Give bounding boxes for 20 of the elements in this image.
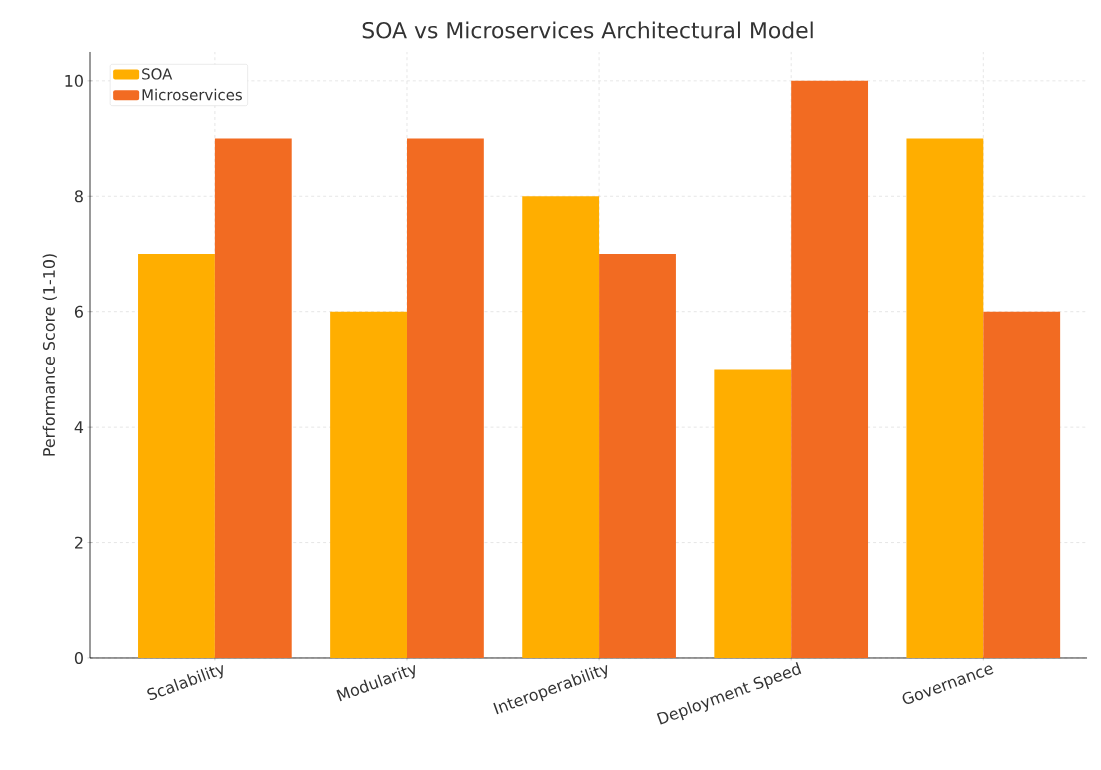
y-tick-label: 6 (74, 305, 83, 318)
y-tick-label: 10 (65, 74, 83, 87)
y-tick-label: 0 (74, 651, 83, 665)
bar (330, 311, 407, 658)
bar (522, 196, 600, 658)
legend-label: SOA (142, 68, 173, 80)
bar (791, 80, 869, 658)
bar (714, 369, 792, 658)
legend-label: Microservices (142, 88, 242, 101)
y-tick-label: 8 (74, 190, 83, 203)
y-axis-title: Performance Score (1-10) (42, 254, 57, 456)
bar (983, 311, 1061, 658)
bar (599, 253, 676, 658)
bar (906, 138, 984, 658)
bar (406, 138, 484, 658)
chart-title: SOA vs Microservices Architectural Model (362, 21, 813, 39)
bar (138, 253, 215, 658)
y-tick-label: 2 (75, 536, 83, 549)
bar (214, 138, 292, 658)
y-tick-label: 4 (74, 421, 84, 433)
